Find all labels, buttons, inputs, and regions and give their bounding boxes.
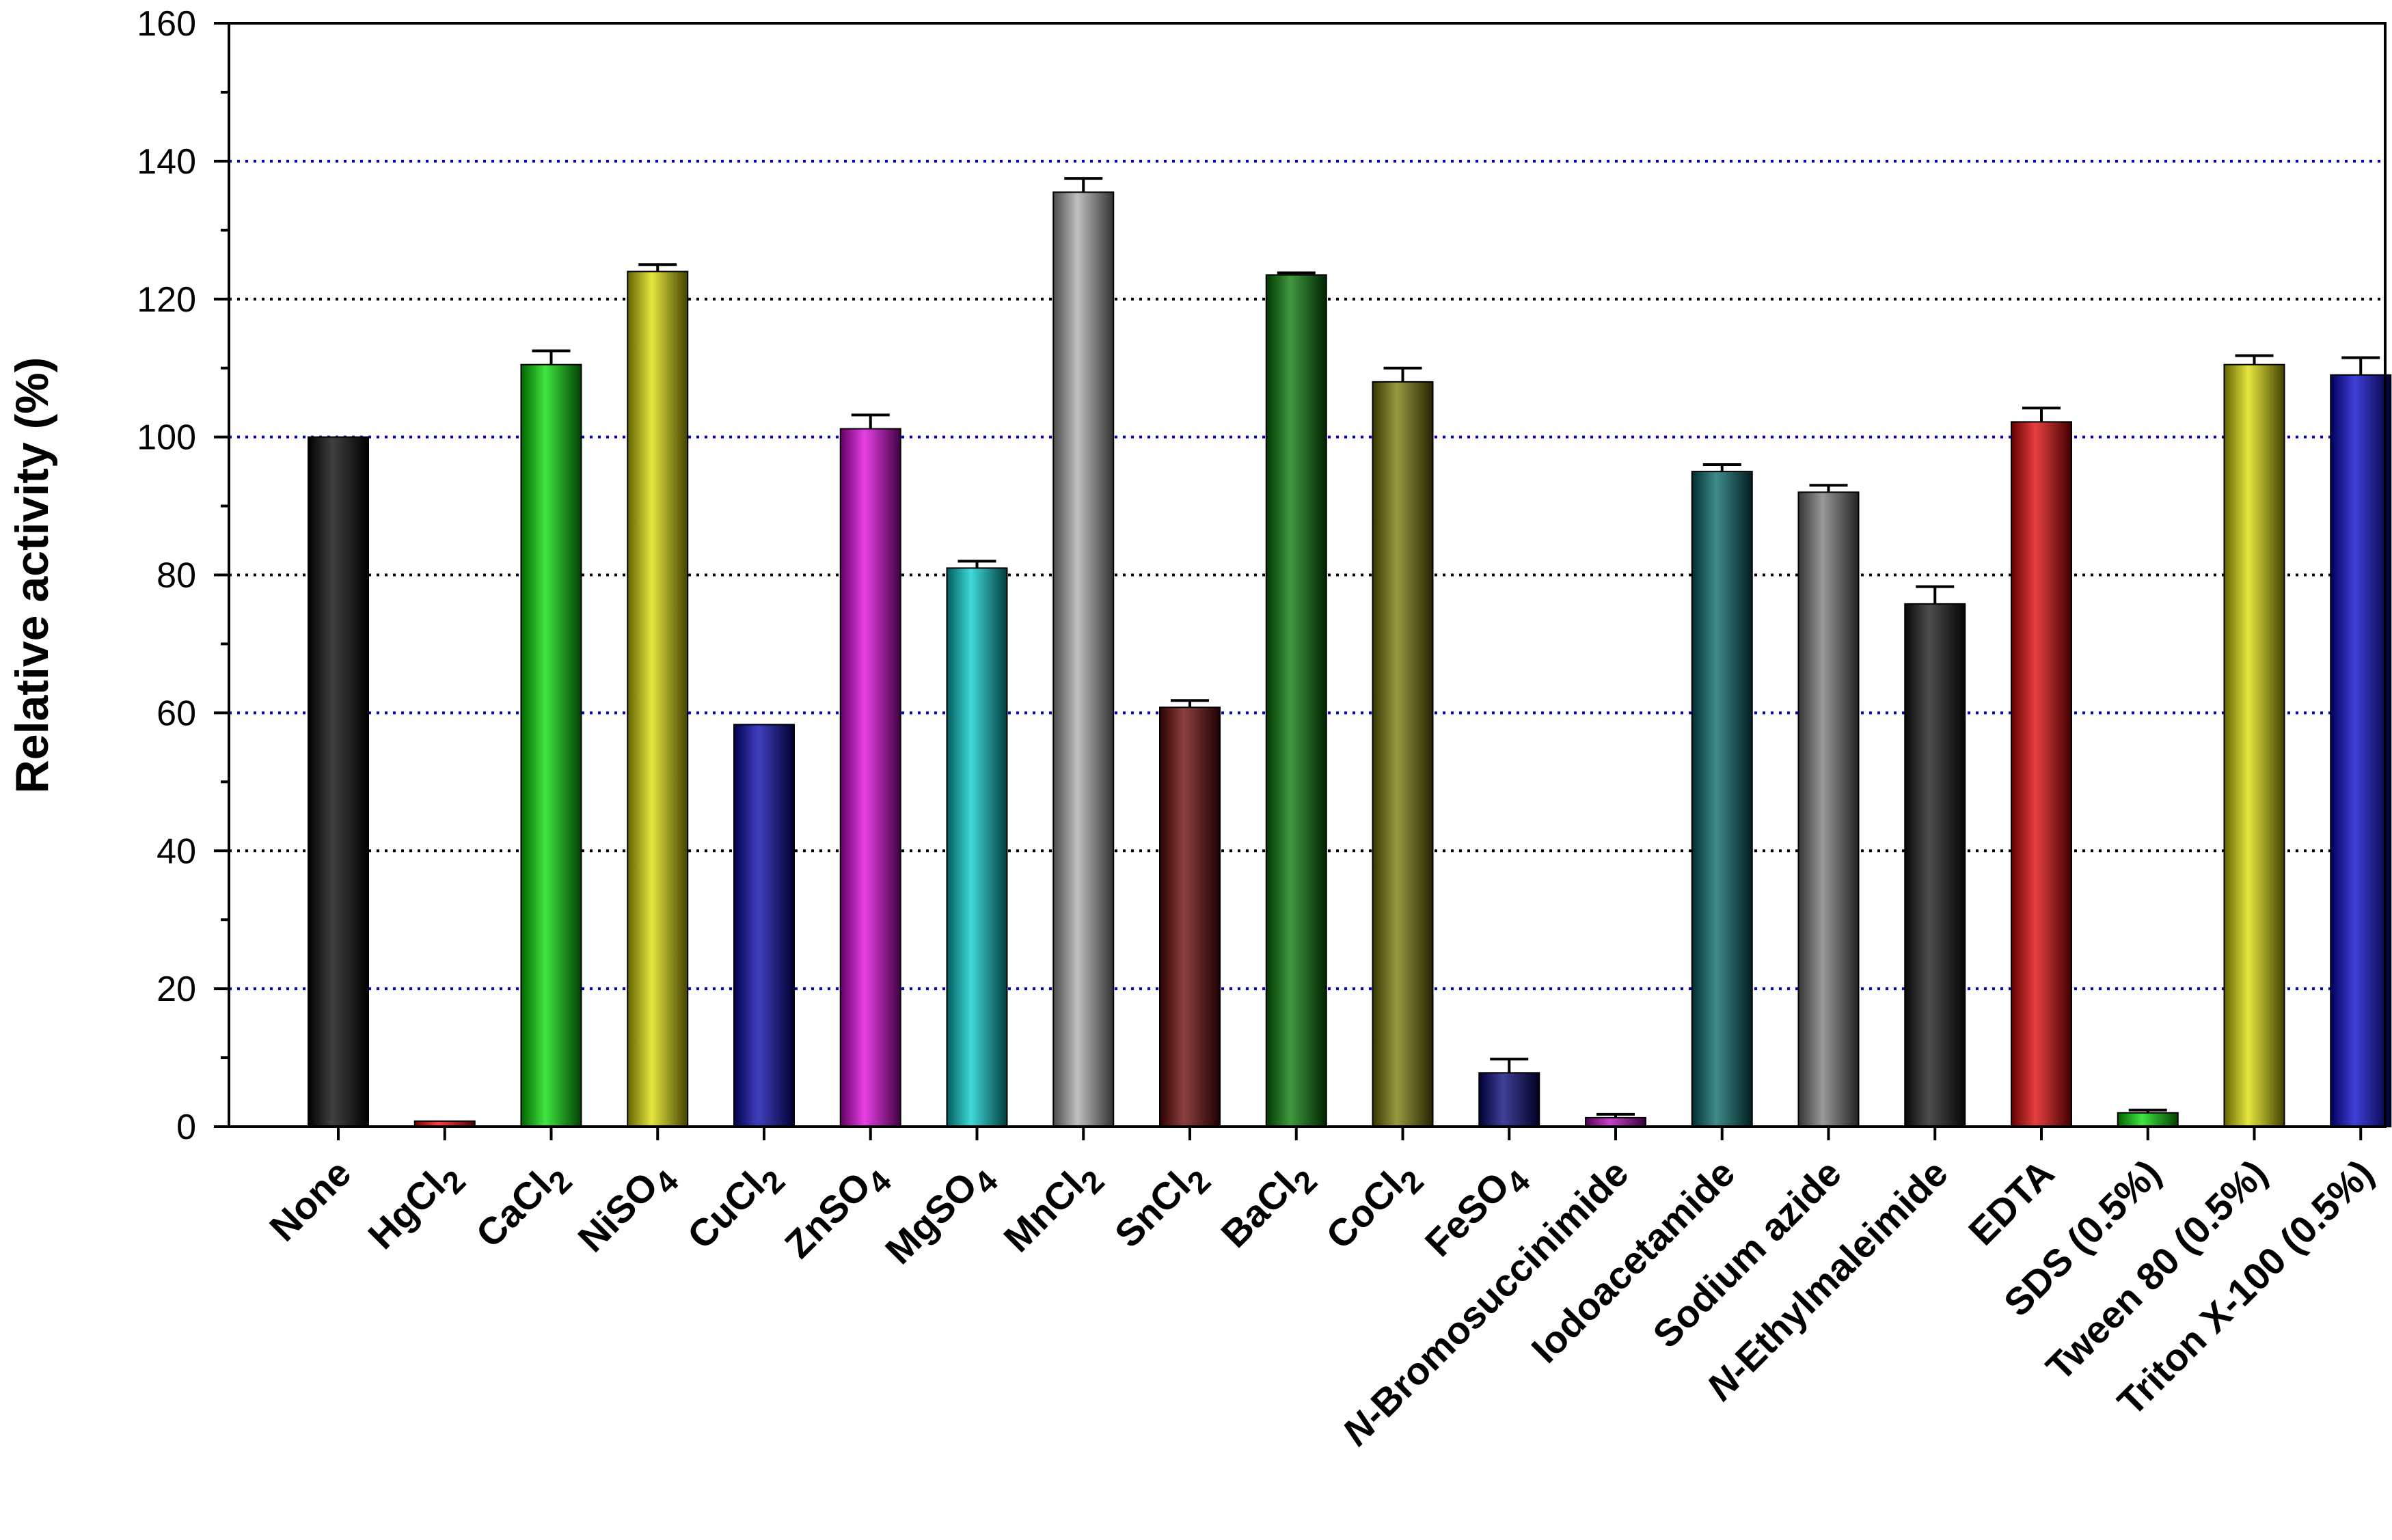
bar — [1052, 191, 1115, 1127]
x-category-label: ZnSO4 — [776, 1151, 898, 1273]
y-tick-label: 100 — [137, 418, 196, 458]
bar — [1797, 491, 1860, 1127]
x-category-label: SnCl2 — [1106, 1151, 1218, 1263]
bar — [627, 271, 689, 1127]
y-tick-label: 40 — [157, 831, 196, 871]
x-category-label: CaCl2 — [467, 1151, 579, 1263]
y-tick-label: 20 — [157, 970, 196, 1009]
bar — [839, 428, 901, 1127]
y-tick-label: 80 — [157, 556, 196, 596]
bar — [1265, 274, 1327, 1127]
bars — [308, 177, 2392, 1128]
x-category-label: CoCl2 — [1318, 1151, 1430, 1264]
bar — [2330, 374, 2392, 1127]
bar — [520, 363, 582, 1127]
y-axis-ticks: 0 20 40 60 80 100 120 140 160 — [137, 4, 229, 1147]
bar — [1691, 471, 1753, 1127]
y-tick-label: 120 — [137, 280, 196, 320]
x-axis-labels: None HgCl2CaCl2NiSO4CuCl2ZnSO4MgSO4MnCl2S… — [261, 1127, 2382, 1454]
x-category-label: HgCl2 — [359, 1151, 472, 1264]
x-category-label: MgSO4 — [877, 1151, 1005, 1279]
x-category-label: EDTA — [1960, 1151, 2062, 1253]
bar — [1372, 381, 1434, 1127]
x-category-label: NiSO4 — [569, 1151, 685, 1267]
x-category-label: MnCl2 — [995, 1151, 1111, 1267]
x-category-label: BaCl2 — [1212, 1151, 1324, 1263]
bar — [2223, 363, 2285, 1127]
y-tick-label: 160 — [137, 4, 196, 44]
x-category-label: None — [261, 1151, 359, 1250]
y-tick-label: 0 — [176, 1108, 196, 1147]
x-category-label: Sodium azide — [1644, 1151, 1849, 1356]
bar — [1159, 706, 1221, 1128]
y-axis-title: Relative activity (%) — [6, 357, 58, 794]
bar — [2117, 1112, 2179, 1127]
x-category-label: CuCl2 — [679, 1151, 791, 1264]
bar — [1904, 603, 1966, 1127]
bar — [946, 567, 1008, 1127]
bar — [2011, 421, 2072, 1128]
y-tick-label: 60 — [157, 693, 196, 733]
y-tick-label: 140 — [137, 142, 196, 182]
bar — [308, 436, 369, 1127]
bar — [733, 724, 795, 1128]
bar — [1478, 1072, 1540, 1128]
